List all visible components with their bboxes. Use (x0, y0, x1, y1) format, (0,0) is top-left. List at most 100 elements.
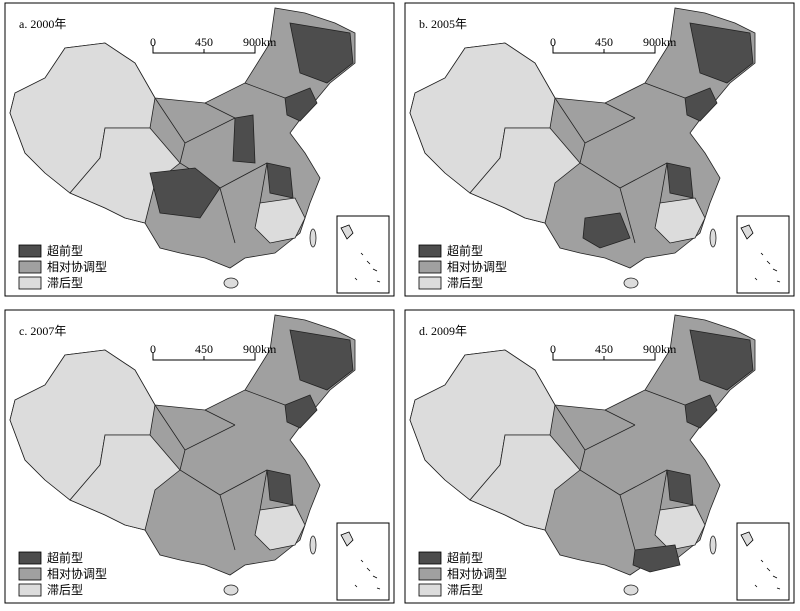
legend-swatch (18, 260, 42, 274)
legend-label: 超前型 (47, 243, 83, 258)
region-leading (684, 394, 718, 429)
inset-islands (340, 224, 381, 283)
region-leading (232, 114, 256, 164)
legend-label: 相对协调型 (447, 566, 507, 581)
inset-islands (740, 531, 781, 590)
legend-label: 相对协调型 (447, 259, 507, 274)
legend-swatch (18, 276, 42, 290)
island-hainan (623, 584, 639, 596)
province-border (579, 142, 668, 189)
scale-label: 450 (195, 35, 213, 49)
province-border (219, 494, 236, 551)
province-border (204, 102, 236, 119)
scale-label: 450 (595, 35, 613, 49)
region-tibet (69, 434, 181, 531)
region-west (9, 349, 156, 501)
region-leading (689, 22, 754, 84)
legend-swatch (18, 583, 42, 597)
legend-swatch (18, 244, 42, 258)
scale-label: 900km (643, 35, 677, 49)
region-east (654, 504, 706, 551)
panel-title: c. 2007年 (19, 324, 66, 338)
province-border (659, 469, 668, 511)
legend-swatch (418, 276, 442, 290)
region-leading (689, 329, 754, 391)
scale-label: 0 (550, 35, 556, 49)
inset-islands (740, 224, 781, 283)
province-border (644, 389, 686, 406)
scale-label: 900km (243, 342, 277, 356)
region-leading (289, 22, 354, 84)
panel-title: d. 2009年 (419, 324, 467, 338)
legend-swatch (418, 260, 442, 274)
province-border (604, 409, 636, 426)
province-border (259, 469, 268, 511)
panel-title: a. 2000年 (19, 17, 66, 31)
region-east (654, 197, 706, 244)
island-hainan (623, 277, 639, 289)
province-border (244, 82, 286, 99)
province-border (604, 102, 636, 119)
region-leading (266, 162, 294, 199)
province-border (619, 494, 636, 551)
scale-label: 450 (595, 342, 613, 356)
region-east (254, 197, 306, 244)
island-taiwan (309, 228, 317, 248)
province-border (619, 187, 636, 244)
region-west (409, 42, 556, 194)
scale-bar (152, 352, 256, 361)
region-leading (666, 162, 694, 199)
island-taiwan (709, 535, 717, 555)
panel-title: b. 2005年 (419, 17, 467, 31)
region-leading (666, 469, 694, 506)
region-leading (149, 167, 221, 219)
legend-label: 超前型 (447, 243, 483, 258)
island-hainan (223, 277, 239, 289)
region-leading (684, 87, 718, 122)
scale-label: 900km (643, 342, 677, 356)
scale-bar (552, 352, 656, 361)
island-taiwan (309, 535, 317, 555)
legend-swatch (418, 244, 442, 258)
scale-label: 0 (150, 342, 156, 356)
region-tibet (469, 434, 581, 531)
scale-bar (152, 45, 256, 54)
legend-label: 超前型 (47, 550, 83, 565)
province-border (579, 449, 668, 496)
region-tibet (469, 127, 581, 224)
legend-swatch (418, 567, 442, 581)
legend-label: 滞后型 (447, 583, 483, 597)
region-east (254, 504, 306, 551)
region-leading (284, 394, 318, 429)
province-border (259, 162, 268, 204)
legend-label: 超前型 (447, 550, 483, 565)
legend-label: 相对协调型 (47, 259, 107, 274)
region-leading (266, 469, 294, 506)
legend-swatch (418, 551, 442, 565)
inset-islands (340, 531, 381, 590)
legend-label: 滞后型 (447, 276, 483, 290)
scale-label: 0 (150, 35, 156, 49)
scale-label: 0 (550, 342, 556, 356)
province-border (244, 389, 286, 406)
island-hainan (223, 584, 239, 596)
region-leading (632, 544, 681, 573)
legend-swatch (18, 551, 42, 565)
region-leading (289, 329, 354, 391)
province-border (204, 409, 236, 426)
province-border (659, 162, 668, 204)
region-leading (582, 212, 631, 249)
scale-label: 900km (243, 35, 277, 49)
province-border (219, 187, 236, 244)
scale-bar (552, 45, 656, 54)
region-leading (284, 87, 318, 122)
legend-label: 滞后型 (47, 583, 83, 597)
legend-swatch (18, 567, 42, 581)
region-tibet (69, 127, 181, 224)
legend-label: 相对协调型 (47, 566, 107, 581)
